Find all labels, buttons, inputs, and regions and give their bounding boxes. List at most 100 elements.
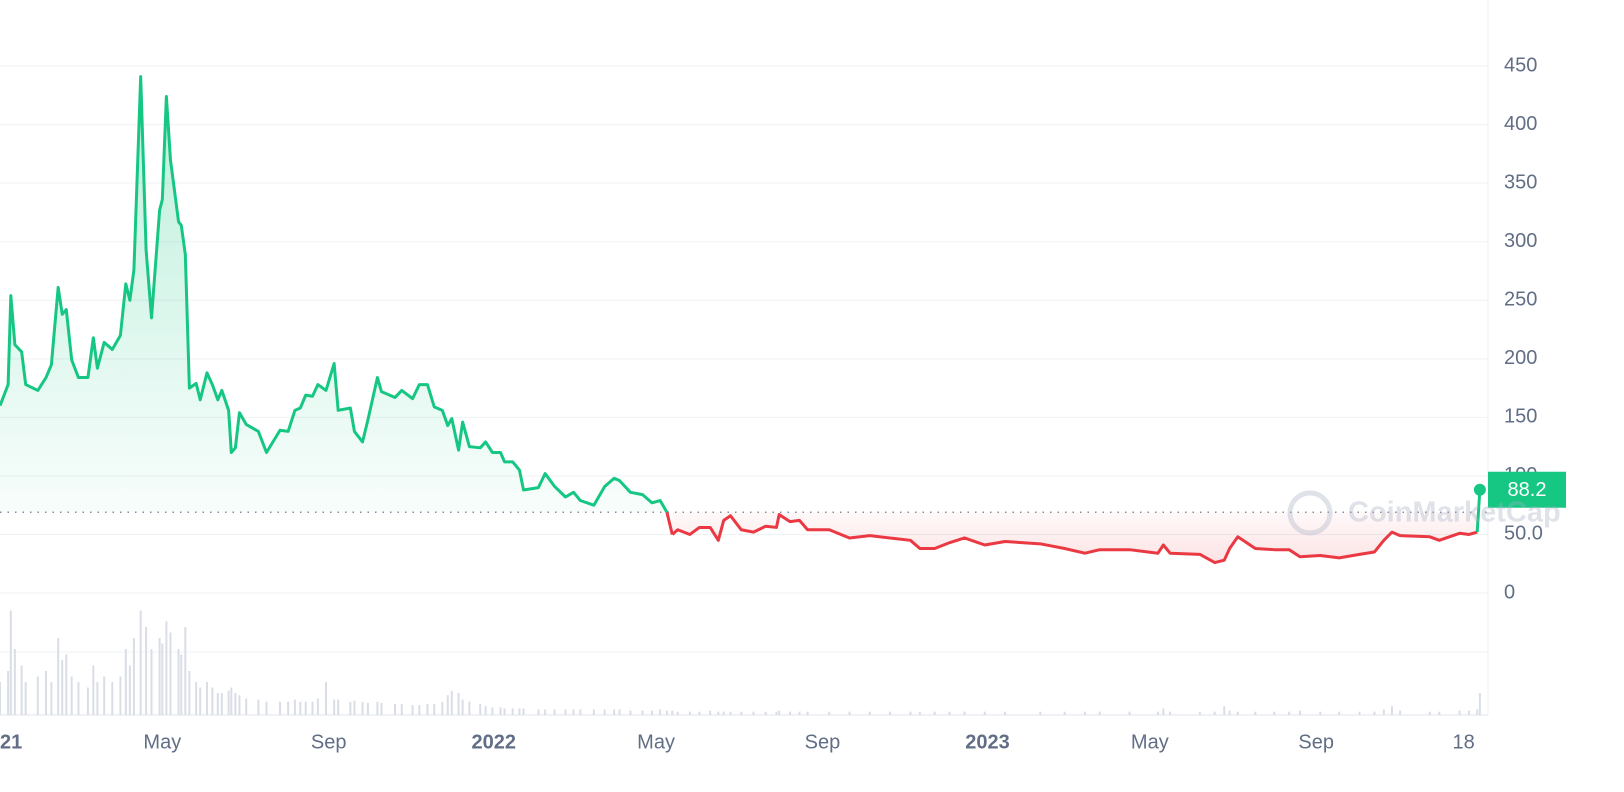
x-tick-label: 18 — [1453, 731, 1475, 753]
volume-bar — [325, 682, 328, 715]
volume-bar — [775, 711, 778, 715]
volume-bar — [1458, 710, 1461, 715]
volume-bar — [238, 695, 241, 715]
x-tick-label: Sep — [805, 731, 841, 753]
volume-bar — [457, 693, 460, 715]
volume-bar — [450, 690, 453, 715]
volume-bar — [145, 627, 148, 715]
volume-bar — [1063, 711, 1066, 715]
price-line-segment — [665, 511, 674, 535]
last-point — [1473, 483, 1486, 496]
area — [0, 76, 667, 513]
volume-bar — [57, 638, 60, 715]
volume-bar — [13, 649, 16, 715]
volume-bar — [426, 704, 429, 715]
y-tick-label: 200 — [1504, 347, 1537, 369]
volume-bar — [199, 687, 202, 715]
y-tick-label: 350 — [1504, 171, 1537, 193]
volume-bar — [1098, 711, 1101, 715]
volume-bar — [933, 711, 936, 715]
volume-bar — [1083, 711, 1086, 715]
volume-bar — [128, 665, 131, 715]
volume-bar — [119, 676, 122, 715]
volume-bar — [1468, 710, 1471, 715]
volume-bar — [468, 701, 471, 715]
volume-bar — [1228, 710, 1231, 715]
volume-bar — [265, 701, 268, 715]
volume-bar — [1373, 711, 1376, 715]
volume-bar — [158, 638, 161, 715]
volume-bar — [676, 711, 679, 715]
volume-bar — [518, 708, 521, 715]
volume-bar — [433, 704, 436, 715]
volume-bar — [139, 610, 142, 715]
volume-bar — [659, 709, 662, 715]
volume-bar — [641, 710, 644, 715]
y-tick-label: 300 — [1504, 230, 1537, 252]
volume-bar — [918, 711, 921, 715]
volume-bar — [613, 709, 616, 715]
volume-bar — [227, 690, 230, 715]
price-line — [0, 75, 669, 513]
volume-bar — [1273, 711, 1276, 715]
y-tick-label: 250 — [1504, 289, 1537, 311]
volume-bar — [499, 707, 502, 715]
volume-bar — [806, 711, 809, 715]
volume-bar — [1390, 706, 1393, 715]
volume-bar — [293, 699, 296, 715]
volume-bar — [279, 701, 282, 715]
volume-bar — [205, 682, 208, 715]
volume-bar — [44, 671, 47, 715]
volume-bar — [418, 705, 421, 715]
watermark-text: CoinMarketCap — [1348, 497, 1561, 529]
volume-bar — [553, 709, 556, 715]
volume-bar — [1162, 708, 1165, 715]
volume-bar — [709, 710, 712, 715]
volume-bar — [717, 711, 720, 715]
volume-bar — [1156, 711, 1159, 715]
volume-bar — [537, 709, 540, 715]
volume-bar — [77, 682, 80, 715]
volume-bar — [1358, 711, 1361, 715]
volume-bar — [963, 711, 966, 715]
volume-bar — [220, 693, 223, 715]
volume-bar — [629, 710, 632, 715]
volume-bar — [828, 711, 831, 715]
volume-bar — [103, 676, 106, 715]
volume-bar — [1236, 711, 1239, 715]
volume-bar — [503, 708, 506, 715]
volume-bar — [1382, 709, 1385, 715]
volume-bar — [1319, 711, 1322, 715]
volume-bar — [1476, 709, 1479, 715]
volume-bar — [1254, 711, 1257, 715]
volume-bar — [1039, 711, 1042, 715]
volume-bar — [1338, 711, 1341, 715]
volume-bar — [50, 682, 53, 715]
volume-bar — [603, 709, 606, 715]
volume-bar — [544, 709, 547, 715]
volume-bar — [618, 709, 621, 715]
volume-bar — [1128, 711, 1131, 715]
volume-bar — [311, 701, 314, 715]
volume-bar — [65, 654, 68, 715]
volume-bar — [337, 699, 340, 715]
volume-bar — [169, 632, 172, 715]
volume-bar — [491, 707, 494, 715]
volume-bar — [752, 711, 755, 715]
volume-bar — [1428, 711, 1431, 715]
volume-bar — [1478, 693, 1481, 715]
volume-bar — [216, 693, 219, 715]
volume-bar — [124, 649, 127, 715]
volume-bar — [393, 704, 396, 715]
volume-bar — [446, 695, 449, 715]
volume-bar — [400, 704, 403, 715]
volume-bar — [161, 643, 164, 715]
volume-bar — [889, 711, 892, 715]
x-tick-label: 2022 — [471, 731, 516, 753]
volume-bar — [111, 682, 114, 715]
volume-bar — [132, 638, 135, 715]
volume-bar — [441, 701, 444, 715]
volume-bar — [184, 627, 187, 715]
volume-bar — [92, 665, 95, 715]
volume-bar — [479, 704, 482, 715]
